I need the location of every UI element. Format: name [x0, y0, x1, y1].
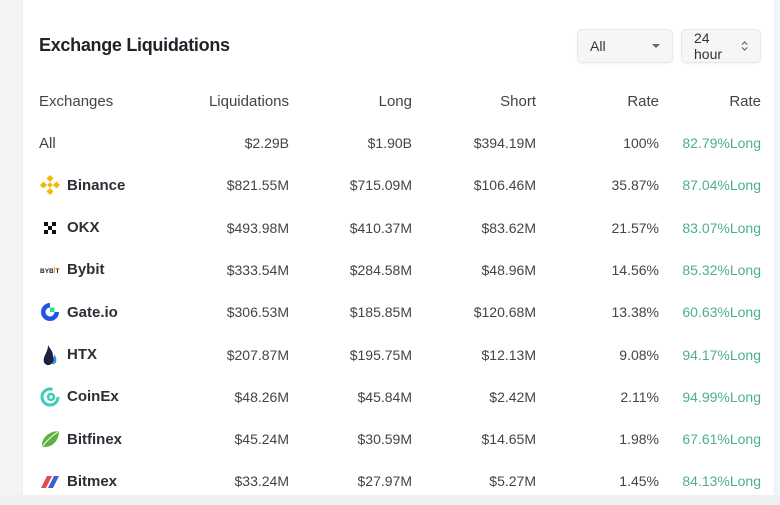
exchange-liquidations-card: Exchange Liquidations All 24 hour Exchan…	[22, 0, 775, 495]
exchange-label: Binance	[67, 176, 126, 194]
long-rate-cell: 87.04%Long	[682, 177, 761, 194]
short-cell: $2.42M	[489, 388, 536, 405]
table-row[interactable]: Bitmex $33.24M $27.97M $5.27M 1.45% 84.1…	[39, 469, 761, 493]
long-rate-cell: 60.63%Long	[682, 304, 761, 321]
liquidations-cell: $333.54M	[226, 261, 289, 278]
liquidations-cell: $48.26M	[234, 388, 289, 405]
long-cell: $715.09M	[349, 177, 412, 194]
rate-cell: 2.11%	[620, 388, 659, 405]
table-row[interactable]: BYB T Bybit $333.54M $284.58M $48.96M 14.5…	[39, 258, 761, 282]
long-rate-cell: 94.99%Long	[682, 388, 761, 405]
long-cell: $284.58M	[349, 261, 412, 278]
exchange-name[interactable]: Bitfinex	[39, 428, 122, 450]
rate-cell: 1.98%	[619, 431, 659, 448]
rate-cell: 35.87%	[611, 177, 659, 194]
long-rate-cell: 67.61%Long	[682, 431, 761, 448]
exchange-name[interactable]: Binance	[39, 174, 125, 196]
bitfinex-icon	[39, 428, 61, 450]
liquidations-cell: $493.98M	[226, 219, 289, 236]
rate-cell: 1.45%	[619, 473, 659, 490]
short-cell: $394.19M	[473, 135, 536, 151]
short-cell: $5.27M	[489, 473, 536, 490]
exchange-name[interactable]: CoinEx	[39, 386, 119, 408]
binance-icon	[39, 174, 61, 196]
table-row[interactable]: HTX $207.87M $195.75M $12.13M 9.08% 94.1…	[39, 343, 761, 367]
exchange-label: All	[39, 134, 56, 152]
short-cell: $48.96M	[481, 261, 536, 278]
rate-cell: 9.08%	[619, 346, 659, 363]
short-cell: $14.65M	[481, 431, 536, 448]
exchange-name[interactable]: Bitmex	[39, 470, 117, 492]
short-cell: $12.13M	[481, 346, 536, 363]
exchange-filter-select[interactable]: All	[577, 29, 673, 63]
htx-icon	[39, 344, 61, 366]
table-row[interactable]: OKX $493.98M $410.37M $83.62M 21.57% 83.…	[39, 216, 761, 240]
table-row[interactable]: Bitfinex $45.24M $30.59M $14.65M 1.98% 6…	[39, 427, 761, 451]
column-header-liquidations: Liquidations	[208, 92, 289, 110]
svg-text:BYB: BYB	[40, 268, 54, 275]
long-cell: $185.85M	[349, 304, 412, 321]
exchange-name[interactable]: All	[39, 135, 56, 152]
okx-icon	[39, 217, 61, 239]
column-header-short: Short	[500, 92, 536, 110]
bybit-icon: BYB T	[39, 259, 61, 281]
rate-cell: 21.57%	[611, 219, 659, 236]
rate-cell: 100%	[623, 135, 659, 151]
exchange-name[interactable]: Gate.io	[39, 301, 118, 323]
liquidations-cell: $207.87M	[226, 346, 289, 363]
liquidations-cell: $45.24M	[234, 431, 289, 448]
exchange-label: OKX	[67, 219, 100, 237]
exchange-name[interactable]: OKX	[39, 217, 100, 239]
column-header-long-rate: Rate	[729, 92, 761, 110]
up-down-chevron-icon	[741, 41, 748, 51]
short-cell: $83.62M	[481, 219, 536, 236]
exchange-label: Gate.io	[67, 303, 118, 321]
column-header-rate: Rate	[627, 92, 659, 110]
exchange-label: HTX	[67, 346, 97, 363]
gateio-icon	[39, 301, 61, 323]
long-rate-cell: 83.07%Long	[682, 219, 761, 236]
short-cell: $106.46M	[473, 177, 536, 194]
period-select[interactable]: 24 hour	[681, 29, 761, 63]
long-cell: $27.97M	[357, 473, 412, 490]
exchange-label: Bitmex	[67, 472, 118, 490]
table-row[interactable]: All $2.29B $1.90B $394.19M 100% 82.79%Lo…	[39, 131, 761, 155]
table-row[interactable]: Gate.io $306.53M $185.85M $120.68M 13.38…	[39, 300, 761, 324]
liquidations-cell: $33.24M	[234, 473, 289, 490]
bitmex-icon	[39, 470, 61, 492]
card-title: Exchange Liquidations	[39, 35, 230, 55]
table-header: Exchanges Liquidations Long Short Rate R…	[39, 89, 761, 113]
coinex-icon	[39, 386, 61, 408]
long-cell: $195.75M	[349, 346, 412, 363]
exchange-label: CoinEx	[67, 388, 119, 406]
caret-down-icon	[652, 44, 660, 48]
long-cell: $30.59M	[357, 431, 412, 448]
svg-text:T: T	[56, 268, 60, 275]
long-cell: $45.84M	[357, 388, 412, 405]
liquidations-cell: $2.29B	[244, 135, 289, 151]
column-header-exchanges: Exchanges	[39, 92, 114, 110]
exchange-label: Bybit	[67, 261, 105, 279]
rate-cell: 14.56%	[611, 261, 659, 278]
liquidations-cell: $821.55M	[226, 177, 289, 194]
exchange-filter-value: All	[590, 38, 606, 54]
long-cell: $410.37M	[349, 219, 412, 236]
rate-cell: 13.38%	[611, 304, 659, 321]
long-rate-cell: 94.17%Long	[682, 346, 761, 363]
liquidations-cell: $306.53M	[226, 304, 289, 321]
table-row[interactable]: Binance $821.55M $715.09M $106.46M 35.87…	[39, 173, 761, 197]
long-rate-cell: 82.79%Long	[682, 135, 761, 151]
short-cell: $120.68M	[473, 304, 536, 321]
period-value: 24 hour	[694, 30, 723, 62]
long-rate-cell: 85.32%Long	[682, 261, 761, 278]
table-row[interactable]: CoinEx $48.26M $45.84M $2.42M 2.11% 94.9…	[39, 385, 761, 409]
column-header-long: Long	[378, 92, 412, 110]
exchange-name[interactable]: HTX	[39, 344, 97, 366]
exchange-name[interactable]: BYB T Bybit	[39, 259, 105, 281]
page-footer-strip	[0, 495, 780, 505]
long-cell: $1.90B	[367, 135, 412, 151]
long-rate-cell: 84.13%Long	[682, 473, 761, 490]
exchange-label: Bitfinex	[67, 430, 123, 448]
